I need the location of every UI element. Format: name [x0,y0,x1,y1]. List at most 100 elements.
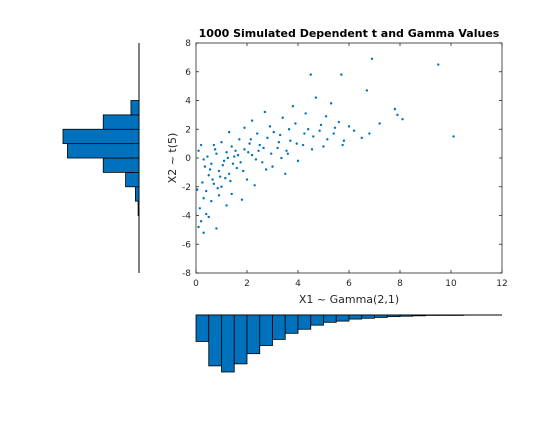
data-point [243,127,245,129]
data-point [315,96,317,98]
data-point [264,111,266,113]
data-point [234,150,236,152]
data-point [279,134,281,136]
data-point [251,154,253,156]
data-point [437,63,439,65]
data-point [304,112,306,114]
x-hist-bar [413,315,426,316]
data-point [210,200,212,202]
data-point [368,132,370,134]
data-point [396,114,398,116]
data-point [224,177,226,179]
data-point [318,129,320,131]
data-point [197,150,199,152]
data-point [218,170,220,172]
x-hist-bar [362,315,375,318]
data-point [266,137,268,139]
data-point [209,168,211,170]
x-hist-bar [311,315,324,325]
y-tick-label: 6 [185,68,191,78]
data-point [341,144,343,146]
data-point [200,144,202,146]
data-point [296,142,298,144]
x-hist-bar [260,315,273,346]
x-hist-bar [247,315,260,354]
x-hist-bar [400,315,413,316]
data-point [228,131,230,133]
data-point [201,181,203,183]
data-point [250,138,252,140]
data-point [210,163,212,165]
data-point [280,157,282,159]
data-point [378,122,380,124]
y-hist-bar [67,144,139,158]
data-point [288,128,290,130]
data-point [199,207,201,209]
data-point [197,226,199,228]
data-point [231,145,233,147]
y-tick-label: -4 [182,212,191,222]
data-point [219,175,221,177]
y-tick-label: -8 [182,269,191,279]
data-point [213,144,215,146]
data-point [276,147,278,149]
data-point [200,220,202,222]
data-point [394,108,396,110]
data-point [284,173,286,175]
data-point [333,132,335,134]
data-point [214,148,216,150]
data-point [225,151,227,153]
data-point [241,198,243,200]
y-tick-label: 4 [185,97,191,107]
data-point [287,152,289,154]
data-point [292,105,294,107]
x-hist-bar [234,315,247,364]
x-tick-label: 10 [445,279,457,289]
y-tick-label: 8 [185,39,191,49]
data-point [271,165,273,167]
data-point [322,145,324,147]
data-point [202,232,204,234]
y-hist-bar [126,172,139,186]
y-hist-bar [103,115,139,129]
data-point [238,138,240,140]
data-point [334,127,336,129]
y-tick-label: -6 [182,240,191,250]
data-point [261,161,263,163]
data-point [223,160,225,162]
data-point [253,184,255,186]
x-hist-bar [324,315,337,322]
data-point [259,144,261,146]
data-point [303,132,305,134]
data-point [205,190,207,192]
x-marginal-histogram [196,315,502,372]
data-point [325,115,327,117]
data-point [289,140,291,142]
x-hist-bar [375,315,388,317]
x-tick-label: 12 [496,279,507,289]
data-point [326,138,328,140]
data-point [361,137,363,139]
y-hist-bar [138,201,139,215]
x-tick-label: 2 [244,279,250,289]
data-point [215,152,217,154]
data-point [231,193,233,195]
y-hist-bar [63,129,139,143]
data-point [232,163,234,165]
data-point [220,186,222,188]
x-hist-bar [273,315,286,339]
data-point [366,89,368,91]
data-point [256,132,258,134]
data-point [401,118,403,120]
data-point [242,170,244,172]
data-point [215,227,217,229]
data-point [208,216,210,218]
data-point [273,131,275,133]
y-hist-bar [131,101,139,115]
y-tick-label: 0 [185,154,191,164]
data-point [338,121,340,123]
data-point [239,161,241,163]
x-tick-label: 0 [193,279,199,289]
data-point [208,174,210,176]
